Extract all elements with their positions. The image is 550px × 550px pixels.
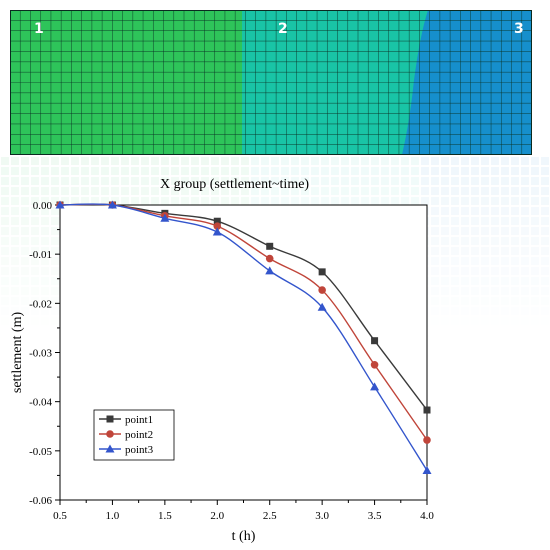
data-point-point2 bbox=[370, 360, 379, 369]
legend-marker bbox=[106, 430, 114, 438]
y-tick-label: -0.04 bbox=[29, 397, 52, 409]
data-point-point1 bbox=[423, 406, 431, 414]
data-point-point3 bbox=[370, 382, 380, 391]
series-point3 bbox=[55, 200, 432, 474]
legend-marker bbox=[106, 415, 114, 423]
mesh-label-2: 2 bbox=[278, 21, 288, 37]
x-tick-label: 3.0 bbox=[315, 510, 329, 522]
x-tick-label: 3.5 bbox=[368, 510, 382, 522]
x-tick-label: 0.5 bbox=[53, 510, 67, 522]
data-point-point3 bbox=[317, 302, 327, 311]
y-tick-label: -0.03 bbox=[29, 348, 52, 360]
data-point-point2 bbox=[213, 222, 222, 230]
data-point-point3 bbox=[212, 227, 222, 236]
data-point-point1 bbox=[371, 337, 379, 345]
legend-marker bbox=[105, 444, 115, 453]
y-axis-label: settlement (m) bbox=[10, 312, 25, 394]
mesh-label-1: 1 bbox=[34, 21, 44, 37]
data-point-point3 bbox=[160, 213, 170, 222]
legend-label-point3: point3 bbox=[125, 444, 154, 456]
legend-label-point2: point2 bbox=[125, 429, 153, 441]
data-point-point3 bbox=[265, 266, 275, 275]
data-point-point2 bbox=[265, 254, 274, 263]
y-tick-label: 0.00 bbox=[33, 200, 53, 212]
data-point-point2 bbox=[318, 286, 326, 294]
data-point-point1 bbox=[213, 217, 221, 225]
x-tick-label: 2.0 bbox=[210, 510, 224, 522]
mesh-contour-image bbox=[10, 10, 532, 155]
data-point-point3 bbox=[107, 200, 117, 209]
x-axis-label: t (h) bbox=[232, 529, 256, 544]
data-point-point1 bbox=[318, 268, 326, 276]
x-tick-label: 1.0 bbox=[106, 510, 120, 522]
mesh-label-3: 3 bbox=[514, 21, 524, 37]
data-point-point3 bbox=[422, 466, 432, 474]
chart-title: X group (settlement~time) bbox=[160, 177, 310, 192]
y-tick-label: -0.06 bbox=[29, 495, 52, 507]
legend-label-point1: point1 bbox=[125, 414, 153, 426]
x-tick-label: 2.5 bbox=[263, 510, 277, 522]
x-tick-label: 1.5 bbox=[158, 510, 172, 522]
data-point-point3 bbox=[55, 200, 65, 209]
legend: point1 point2 point3 bbox=[93, 409, 175, 461]
data-point-point2 bbox=[423, 436, 431, 444]
x-tick-label: 4.0 bbox=[420, 510, 434, 522]
y-tick-label: -0.05 bbox=[29, 446, 52, 458]
y-tick-label: -0.01 bbox=[29, 249, 52, 261]
y-tick-label: -0.02 bbox=[29, 298, 52, 310]
mesh-grid bbox=[10, 10, 532, 155]
data-point-point1 bbox=[266, 242, 274, 250]
